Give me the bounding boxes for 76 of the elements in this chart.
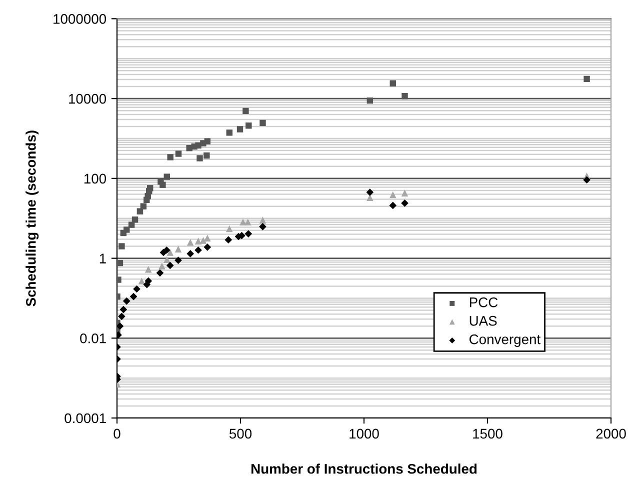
point xyxy=(244,230,252,238)
point xyxy=(402,93,408,100)
legend-label: Convergent xyxy=(470,334,541,347)
point xyxy=(259,216,266,224)
point xyxy=(226,225,233,232)
point xyxy=(259,222,266,230)
y-tick-label: 10000 xyxy=(69,94,106,104)
point xyxy=(240,218,246,226)
y-tick-label: 1000000 xyxy=(54,14,106,24)
point xyxy=(186,250,194,258)
point xyxy=(174,256,182,264)
x-tick-label: 0 xyxy=(114,428,120,439)
point xyxy=(174,246,182,252)
point xyxy=(160,182,166,188)
point xyxy=(167,154,174,160)
point xyxy=(156,269,164,277)
point xyxy=(246,122,252,129)
point xyxy=(164,174,170,180)
y-axis-title: Scheduling time (seconds) xyxy=(26,130,39,306)
y-tick-label: 100 xyxy=(84,174,106,184)
point xyxy=(146,185,154,192)
point xyxy=(144,266,152,273)
point xyxy=(204,152,210,159)
point xyxy=(194,246,202,254)
point xyxy=(162,246,170,254)
x-tick-label: 500 xyxy=(229,428,252,439)
point xyxy=(366,188,374,196)
y-tick-label: 1 xyxy=(100,254,106,264)
point xyxy=(128,222,135,228)
point xyxy=(158,262,166,270)
legend-label: UAS xyxy=(470,316,497,326)
point xyxy=(389,202,397,210)
y-tick-label: 0.0001 xyxy=(64,413,106,424)
x-tick-label: 1000 xyxy=(350,428,379,439)
point xyxy=(117,260,124,266)
point xyxy=(117,322,124,330)
point xyxy=(401,190,408,196)
point xyxy=(166,262,174,270)
point xyxy=(244,218,252,226)
point xyxy=(260,120,266,126)
point xyxy=(204,243,212,251)
legend-label: PCC xyxy=(470,297,498,308)
point xyxy=(226,130,232,136)
point xyxy=(132,216,138,223)
point xyxy=(242,108,249,114)
point xyxy=(133,285,140,293)
point xyxy=(138,278,146,284)
point xyxy=(236,126,244,132)
point xyxy=(120,306,128,314)
point xyxy=(140,203,147,210)
point xyxy=(194,238,202,244)
point xyxy=(118,312,126,320)
point xyxy=(204,138,211,144)
y-tick-label: 0.01 xyxy=(80,333,106,344)
point xyxy=(366,97,374,104)
x-tick-label: 2000 xyxy=(596,428,626,439)
point xyxy=(163,256,170,263)
point xyxy=(196,155,203,162)
x-axis-title: Number of Instructions Scheduled xyxy=(252,464,477,474)
point xyxy=(186,238,194,246)
point xyxy=(204,234,211,242)
point xyxy=(583,176,590,184)
point xyxy=(584,76,590,82)
point xyxy=(124,226,130,233)
point xyxy=(390,80,396,86)
point xyxy=(175,150,182,157)
point xyxy=(136,208,144,214)
point xyxy=(166,249,174,256)
point xyxy=(118,243,125,250)
point xyxy=(122,297,130,305)
x-tick-label: 1500 xyxy=(473,428,502,439)
point xyxy=(224,236,232,244)
point xyxy=(401,199,408,207)
point xyxy=(389,191,396,198)
point xyxy=(200,237,207,244)
point xyxy=(130,292,138,300)
